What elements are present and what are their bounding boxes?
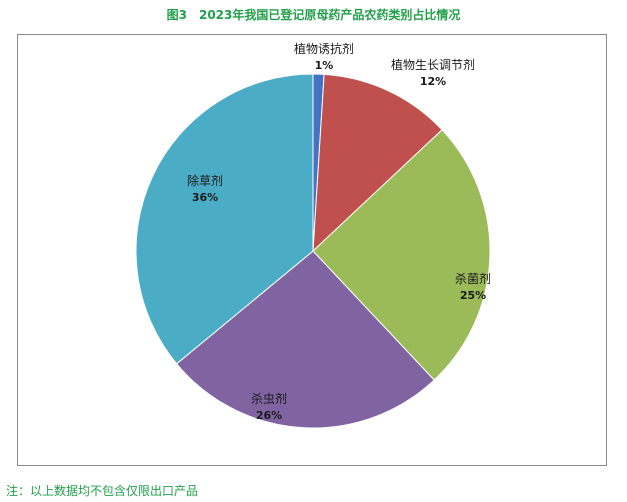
chart-note: 注：以上数据均不包含仅限出口产品 [6, 484, 199, 498]
slice-label-0: 植物诱抗剂 [294, 41, 354, 56]
slice-label-4: 除草剂 [187, 173, 223, 188]
pie-slice-1 [312, 73, 443, 253]
chart-title: 图3 2023年我国已登记原母药产品农药类别占比情况 [166, 8, 461, 22]
slice-value-1: 12% [420, 75, 446, 88]
slice-value-2: 25% [460, 289, 486, 302]
pie-chart: 植物诱抗剂 1% 植物生长调节剂 12% 杀菌剂 25% 杀虫剂 26% 除草剂 36% [135, 41, 491, 429]
slice-value-3: 26% [256, 409, 282, 422]
slice-label-1: 植物生长调节剂 [391, 57, 475, 72]
chart-frame: 植物诱抗剂 1% 植物生长调节剂 12% 杀菌剂 25% 杀虫剂 26% 除草剂 36% [17, 34, 607, 466]
slice-value-0: 1% [315, 59, 334, 72]
pie-slice-3 [175, 250, 435, 429]
slice-value-4: 36% [192, 191, 218, 204]
pie-slice-4 [135, 73, 314, 365]
slice-label-2: 杀菌剂 [455, 271, 491, 286]
pie-slice-2 [312, 129, 491, 381]
slice-label-3: 杀虫剂 [251, 391, 287, 406]
